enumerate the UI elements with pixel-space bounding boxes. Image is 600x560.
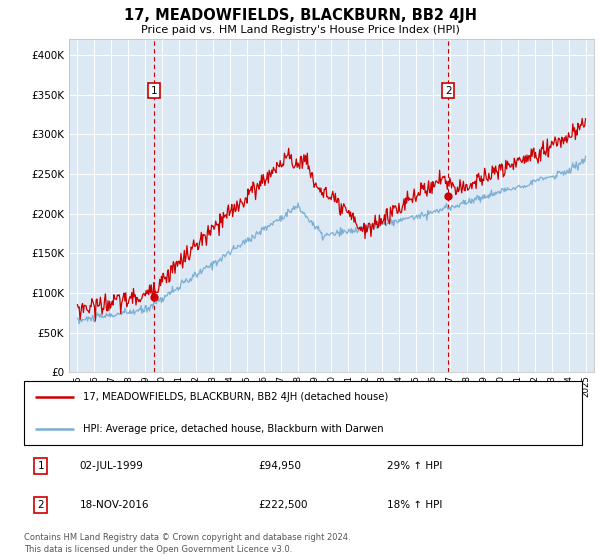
Text: 17, MEADOWFIELDS, BLACKBURN, BB2 4JH: 17, MEADOWFIELDS, BLACKBURN, BB2 4JH: [124, 8, 476, 24]
Text: Contains HM Land Registry data © Crown copyright and database right 2024.
This d: Contains HM Land Registry data © Crown c…: [24, 533, 350, 554]
Text: £222,500: £222,500: [259, 500, 308, 510]
Text: Price paid vs. HM Land Registry's House Price Index (HPI): Price paid vs. HM Land Registry's House …: [140, 25, 460, 35]
Text: 02-JUL-1999: 02-JUL-1999: [80, 461, 143, 471]
FancyBboxPatch shape: [24, 381, 582, 445]
Text: 2: 2: [445, 86, 452, 96]
Text: 1: 1: [37, 461, 44, 471]
Text: 18% ↑ HPI: 18% ↑ HPI: [387, 500, 442, 510]
Text: 1: 1: [151, 86, 157, 96]
Text: 17, MEADOWFIELDS, BLACKBURN, BB2 4JH (detached house): 17, MEADOWFIELDS, BLACKBURN, BB2 4JH (de…: [83, 392, 388, 402]
Text: 29% ↑ HPI: 29% ↑ HPI: [387, 461, 442, 471]
Text: 18-NOV-2016: 18-NOV-2016: [80, 500, 149, 510]
Text: 2: 2: [37, 500, 44, 510]
Text: HPI: Average price, detached house, Blackburn with Darwen: HPI: Average price, detached house, Blac…: [83, 424, 383, 434]
Text: £94,950: £94,950: [259, 461, 301, 471]
